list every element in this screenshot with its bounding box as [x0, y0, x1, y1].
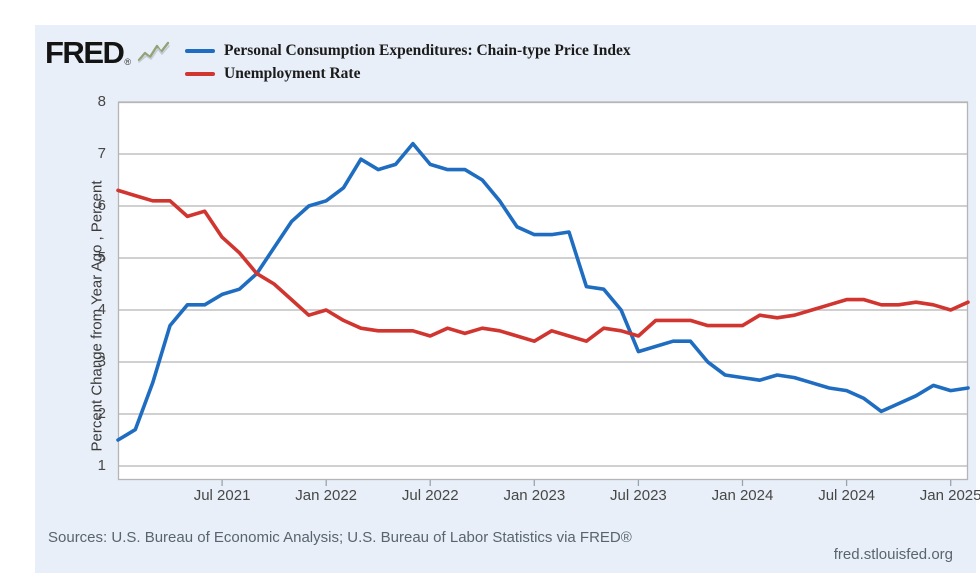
legend-swatch-unemployment	[185, 71, 215, 76]
y-tick-label-8: 8	[97, 93, 106, 110]
series-line-unemployment	[116, 188, 970, 343]
y-tick-label-7: 7	[97, 144, 106, 162]
plot-border	[117, 101, 969, 481]
fred-logo-text: FRED	[45, 34, 125, 70]
legend-item-unemployment[interactable]: Unemployment Rate	[185, 62, 631, 85]
x-tick-label-jul-2024: Jul 2024	[818, 487, 875, 504]
legend: Personal Consumption Expenditures: Chain…	[185, 39, 631, 85]
registered-mark: ®	[124, 57, 132, 67]
y-tick-label-3: 3	[97, 352, 106, 370]
fred-logo: FRED ®	[45, 35, 171, 69]
legend-label-pce: Personal Consumption Expenditures: Chain…	[224, 41, 631, 59]
y-tick-label-1: 1	[97, 456, 106, 474]
sources-note: Sources: U.S. Bureau of Economic Analysi…	[48, 529, 632, 546]
plot-area[interactable]	[116, 101, 970, 486]
x-tick-label-jul-2021: Jul 2021	[193, 487, 251, 504]
x-tick-label-jan-2023: Jan 2023	[503, 487, 566, 504]
y-tick-label-2: 2	[97, 404, 106, 422]
x-tick-label-jul-2023: Jul 2023	[610, 487, 667, 504]
x-tick-label-jul-2022: Jul 2022	[401, 487, 459, 504]
legend-item-pce[interactable]: Personal Consumption Expenditures: Chain…	[185, 39, 631, 62]
x-tick-label-jan-2025: Jan 2025	[919, 487, 980, 504]
line-chart-squiggle-icon	[137, 40, 171, 69]
series-line-pce	[116, 141, 970, 442]
y-tick-label-4: 4	[97, 300, 106, 318]
x-tick-label-jan-2024: Jan 2024	[711, 487, 774, 504]
legend-label-unemployment: Unemployment Rate	[224, 64, 361, 82]
y-tick-label-5: 5	[97, 248, 106, 266]
legend-swatch-pce	[185, 48, 215, 53]
y-tick-label-6: 6	[97, 196, 106, 214]
site-link[interactable]: fred.stlouisfed.org	[833, 546, 953, 563]
x-tick-label-jan-2022: Jan 2022	[295, 487, 358, 504]
